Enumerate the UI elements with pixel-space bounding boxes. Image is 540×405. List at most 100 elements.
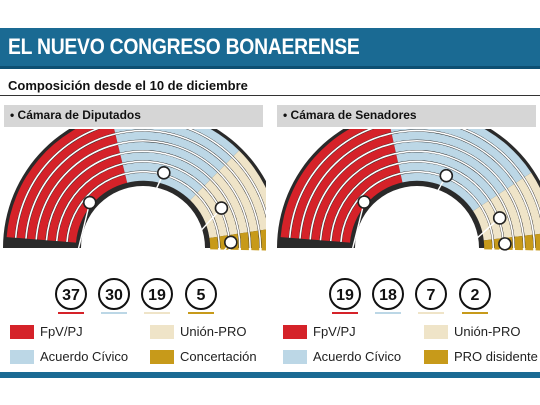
count-badge xyxy=(459,278,491,310)
seat-band xyxy=(391,131,515,189)
leader-line xyxy=(344,201,365,280)
seat-band xyxy=(483,239,493,250)
leader-dot xyxy=(439,168,454,183)
seat-band xyxy=(301,134,394,240)
leader-dot xyxy=(157,166,171,180)
leader-dot xyxy=(498,237,512,251)
seat-band xyxy=(114,129,232,164)
seat-band xyxy=(226,157,266,231)
chamber-diputados: 37 30 19 5 xyxy=(3,129,266,314)
count-badge xyxy=(55,278,87,310)
seat-band xyxy=(47,155,123,241)
seat-band xyxy=(115,131,225,171)
legend-swatch-concertacion xyxy=(150,350,174,364)
count-badge xyxy=(185,278,217,310)
leader-dot xyxy=(214,201,229,215)
seat-band xyxy=(260,229,266,251)
count-badge xyxy=(329,278,361,310)
seat-band xyxy=(118,142,218,179)
count-underline xyxy=(58,312,84,314)
seats-fpv-pj xyxy=(280,129,403,243)
ring-separator xyxy=(45,150,241,250)
ring-separator xyxy=(340,170,495,250)
seat-band xyxy=(394,142,506,195)
leader-dot xyxy=(82,195,97,210)
count-underline xyxy=(462,312,488,314)
ring-separator xyxy=(25,129,262,251)
seat-band xyxy=(190,194,218,239)
seat-band xyxy=(390,129,523,183)
subtitle: Composición desde el 10 de diciembre xyxy=(8,78,248,93)
seat-band xyxy=(400,172,480,212)
seats-fpv-pj xyxy=(6,129,128,243)
count-label: 19 xyxy=(336,287,354,304)
legend-label-concertacion: Concertación xyxy=(180,349,257,364)
legend-label-union: Unión-PRO xyxy=(180,324,247,339)
legend-label-acuerdo-sen: Acuerdo Cívico xyxy=(313,349,402,364)
ring-separator xyxy=(319,150,515,250)
seat-band xyxy=(466,129,532,178)
legend-swatch-union xyxy=(150,325,174,339)
ring-separator xyxy=(329,160,505,250)
seat-band xyxy=(27,135,118,240)
seat-band xyxy=(68,175,128,243)
legend-swatch-fpv-sen xyxy=(283,325,307,339)
leader-line xyxy=(387,175,447,280)
count-label: 2 xyxy=(471,287,480,304)
seat-band xyxy=(16,129,116,239)
seat-band xyxy=(280,129,368,238)
seat-band xyxy=(514,235,523,251)
seat-band xyxy=(233,150,266,210)
legend-swatch-disidente-sen xyxy=(424,350,448,364)
leader-line xyxy=(156,207,222,280)
leader-line xyxy=(474,243,506,280)
ring-separator xyxy=(35,140,251,251)
legend-swatch-union-sen xyxy=(424,325,448,339)
count-underline xyxy=(144,312,170,314)
panel-header-diputados: • Cámara de Diputados xyxy=(4,105,263,127)
legend-swatch-acuerdo-sen xyxy=(283,350,307,364)
ring-separator xyxy=(299,129,536,251)
seat-band xyxy=(311,144,396,241)
title-bar: EL NUEVO CONGRESO BONAERENSE xyxy=(0,28,540,69)
seat-band xyxy=(37,145,120,241)
count-badge xyxy=(98,278,130,310)
legend-label-fpv: FpV/PJ xyxy=(40,324,83,339)
legend-label-union-sen: Unión-PRO xyxy=(454,324,521,339)
chamber-senadores: 19 18 7 2 xyxy=(277,129,540,314)
seat-band xyxy=(342,174,403,243)
seat-band xyxy=(481,201,502,240)
ring-separator xyxy=(288,129,540,238)
seats-acuerdo-c-vico xyxy=(390,129,532,212)
count-underline xyxy=(418,312,444,314)
seat-band xyxy=(498,189,523,237)
leader-line xyxy=(200,241,232,280)
panel-title-diputados: • Cámara de Diputados xyxy=(10,108,141,122)
panel-title-senadores: • Cámara de Senadores xyxy=(283,108,417,122)
leader-dot xyxy=(357,195,372,209)
leader-line xyxy=(430,217,501,280)
legend-label-fpv-sen: FpV/PJ xyxy=(313,324,356,339)
count-underline xyxy=(332,312,358,314)
seat-band xyxy=(524,172,540,210)
bottom-bar xyxy=(0,372,540,378)
seat-band xyxy=(209,236,219,250)
seats-acuerdo-c-vico xyxy=(114,129,240,201)
ring-separator xyxy=(14,129,266,238)
leader-dot xyxy=(492,211,507,225)
seat-band xyxy=(219,165,258,232)
seat-band xyxy=(321,154,399,241)
seat-band xyxy=(239,232,249,251)
seat-band xyxy=(524,234,534,251)
seat-band xyxy=(507,184,533,236)
legend-swatch-fpv xyxy=(10,325,34,339)
seat-band xyxy=(331,164,401,242)
seat-band xyxy=(250,230,260,251)
panel-header-senadores: • Cámara de Senadores xyxy=(277,105,536,127)
seat-band xyxy=(396,152,497,200)
divider xyxy=(0,95,540,96)
leader-dot xyxy=(224,235,238,250)
page-title: EL NUEVO CONGRESO BONAERENSE xyxy=(8,34,360,59)
count-label: 30 xyxy=(105,287,123,304)
count-badge xyxy=(141,278,173,310)
